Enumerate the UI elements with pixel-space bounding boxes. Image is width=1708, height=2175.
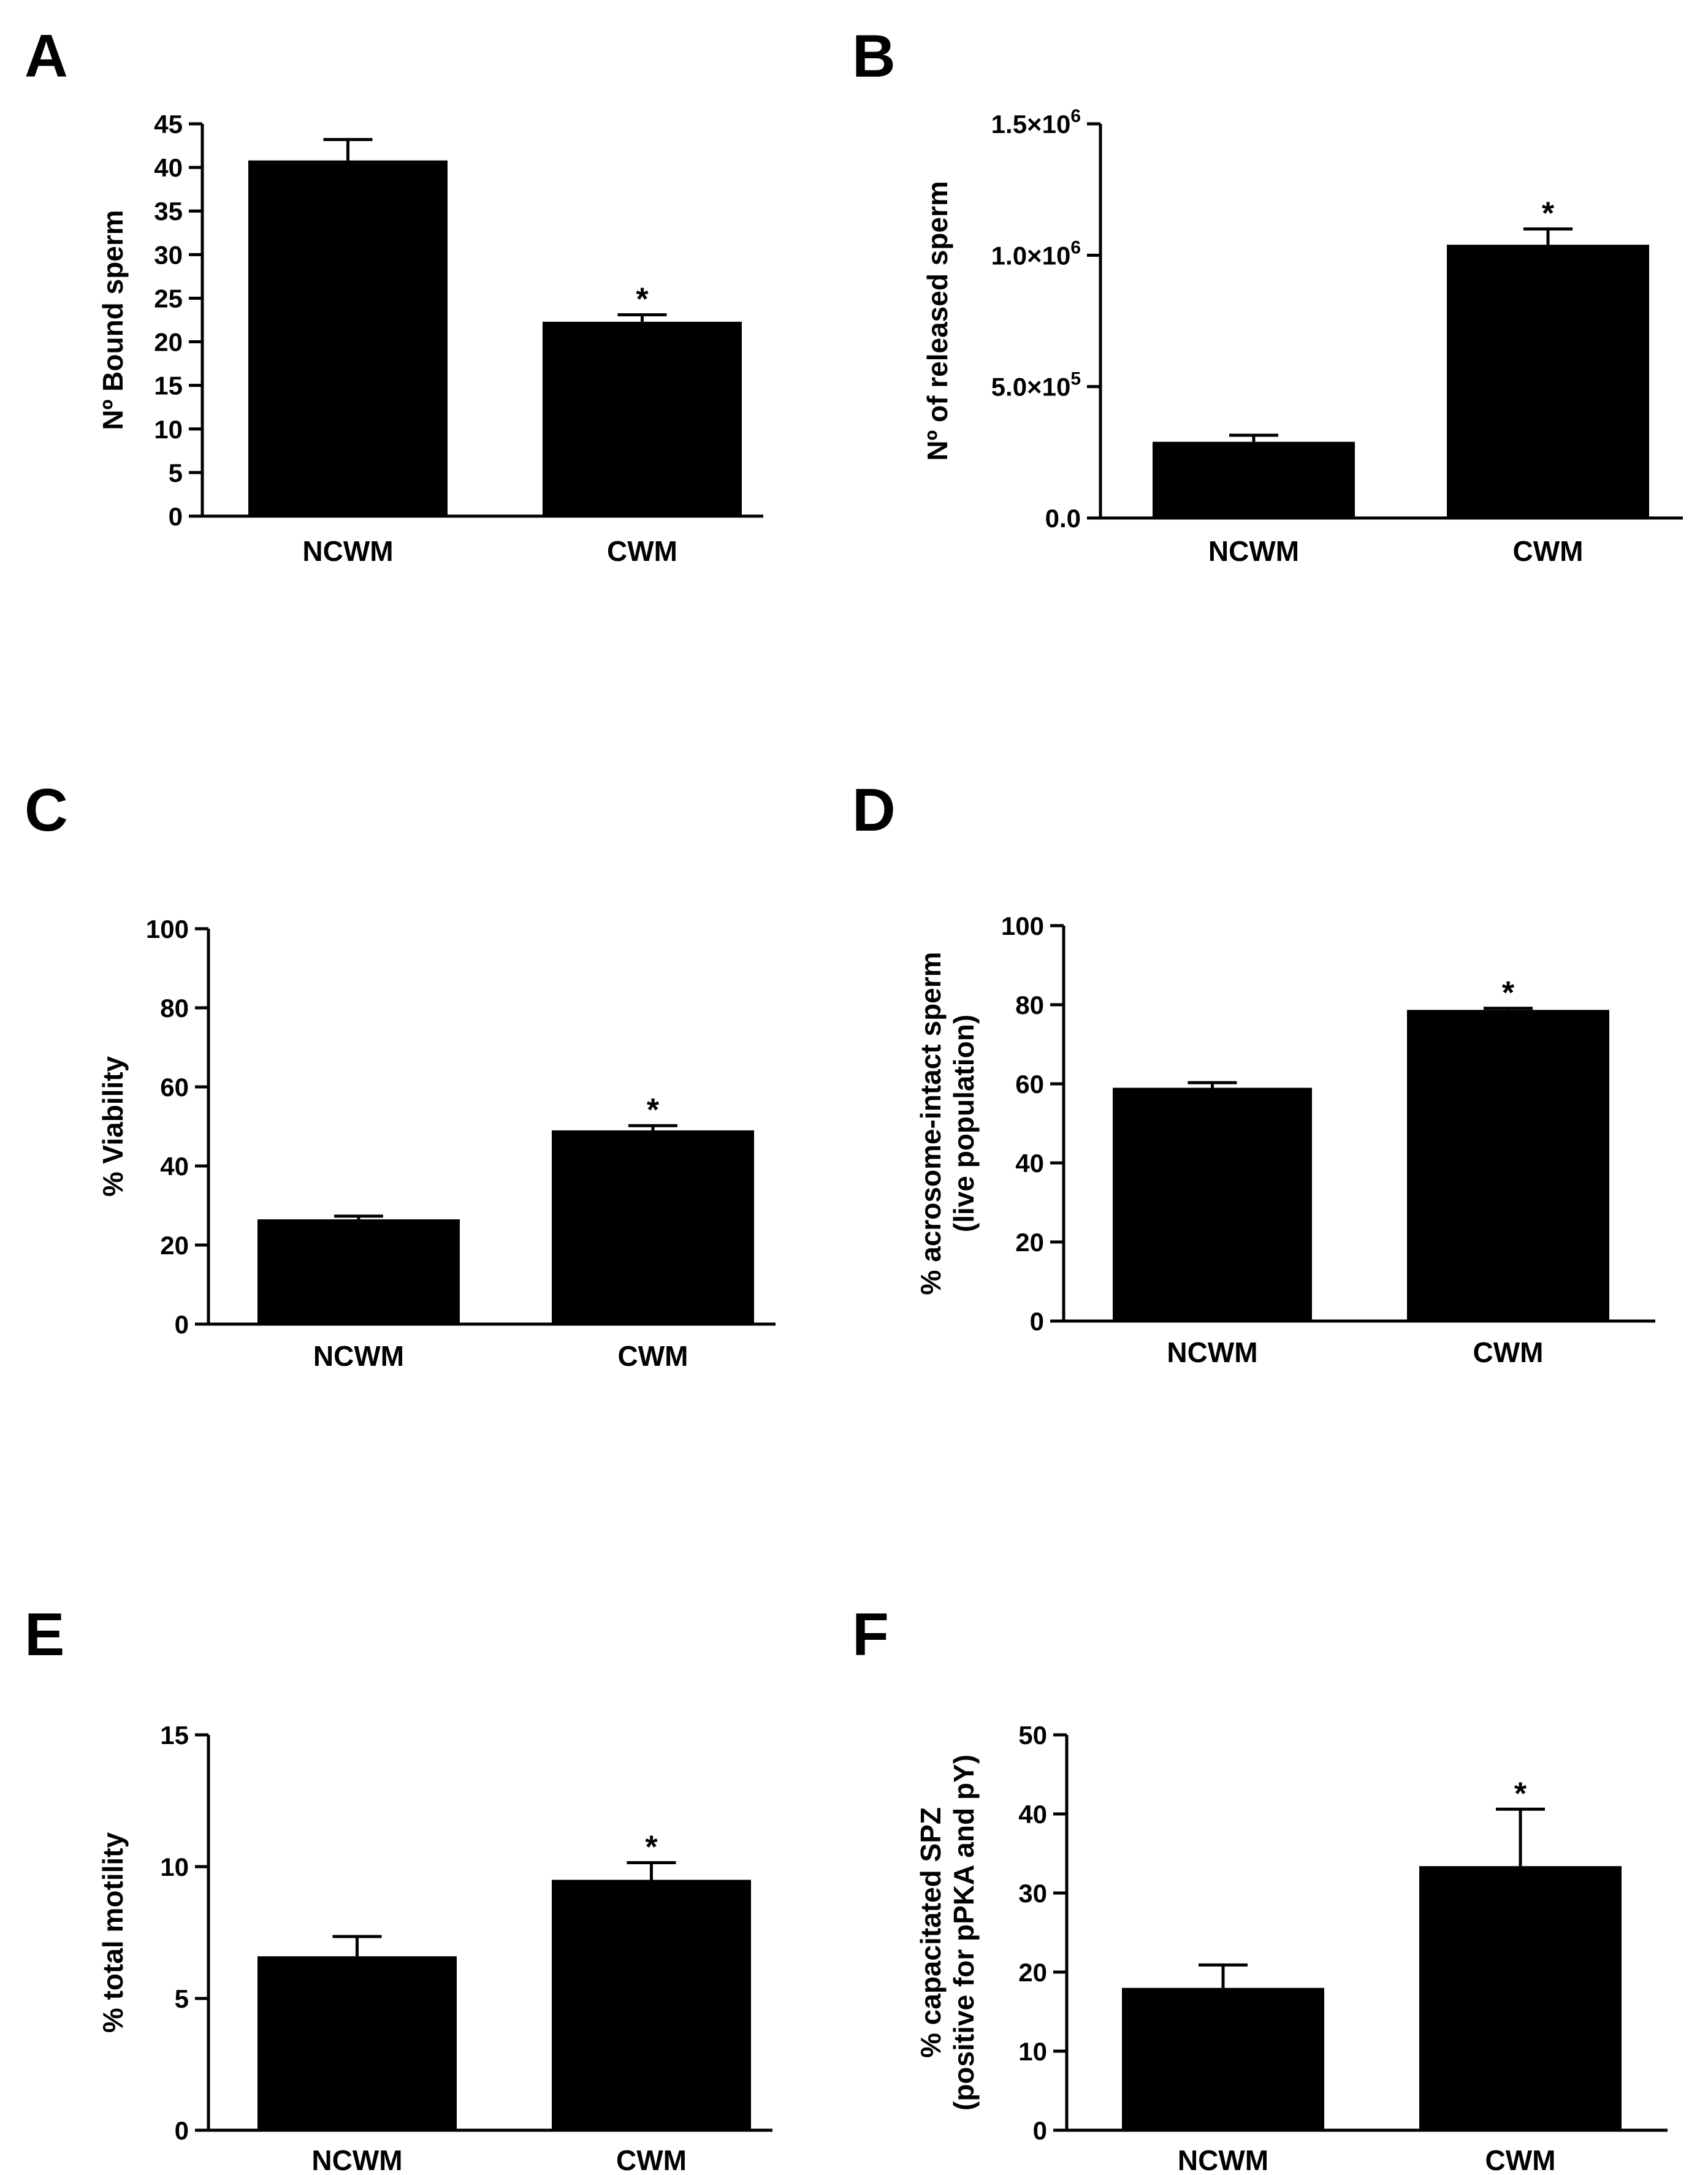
y-tick-label: 10 (160, 1853, 189, 1881)
significance-marker: * (636, 281, 649, 317)
category-label-cwm: CWM (1485, 2144, 1556, 2175)
category-label-cwm: CWM (607, 535, 677, 567)
y-tick-label: 60 (1015, 1070, 1044, 1099)
significance-marker: * (1514, 1776, 1527, 1811)
y-tick-label: 0.0 (1045, 504, 1081, 533)
bar-ncwm (257, 1956, 457, 2130)
panel-letter: D (852, 776, 896, 844)
category-label-cwm: CWM (1473, 1336, 1544, 1368)
y-tick-label: 20 (1018, 1958, 1047, 1987)
y-tick-label: 0 (175, 1310, 189, 1339)
category-label-ncwm: NCWM (302, 535, 393, 567)
bar-cwm (552, 1880, 751, 2130)
y-axis-title: % Viability (97, 1056, 129, 1197)
y-tick-label: 15 (154, 371, 183, 400)
bar-ncwm (1153, 441, 1355, 518)
significance-marker: * (1542, 196, 1555, 231)
y-tick-label: 100 (1001, 912, 1044, 940)
bar-cwm (1419, 1866, 1622, 2130)
y-tick-label: 20 (160, 1231, 189, 1260)
y-tick-label: 10 (154, 415, 183, 444)
bar-ncwm (248, 160, 448, 516)
y-tick-label: 40 (160, 1152, 189, 1181)
y-axis-title: Nº of released sperm (921, 181, 953, 461)
significance-marker: * (645, 1830, 658, 1865)
panel-letter: B (852, 22, 896, 90)
y-tick-label: 30 (1018, 1879, 1047, 1908)
y-tick-label: 20 (1015, 1228, 1044, 1257)
y-tick-label: 5 (169, 459, 183, 487)
category-label-cwm: CWM (1513, 535, 1584, 567)
y-tick-label: 25 (154, 284, 183, 313)
panel-e: E 0 5 10 15 % total motility NCWM * CWM (25, 1601, 772, 2175)
panel-f: F 0 10 20 30 40 50 % capacitated SPZ(positive f… (852, 1601, 1668, 2175)
category-label-cwm: CWM (618, 1340, 688, 1372)
panel-letter: C (25, 776, 68, 844)
y-tick-label: 1.0×106 (991, 237, 1081, 270)
y-tick-label: 0 (1030, 1307, 1044, 1336)
y-tick-label: 15 (160, 1721, 189, 1750)
y-axis-title: % total motility (97, 1832, 129, 2033)
bar-ncwm (1122, 1987, 1324, 2130)
panel-letter: E (25, 1601, 64, 1668)
panel-letter: A (25, 22, 68, 90)
panel-letter: F (852, 1601, 889, 1668)
bar-cwm (543, 321, 742, 516)
y-tick-label: 80 (1015, 991, 1044, 1019)
bar-cwm (1407, 1010, 1609, 1321)
category-label-cwm: CWM (616, 2144, 687, 2175)
y-axis-title: % acrosome-intact sperm(live population) (915, 952, 980, 1295)
panel-b: B 0.0 5.0×105 1.0×106 1.5×106 Nº of released … (852, 22, 1683, 567)
category-label-ncwm: NCWM (311, 2144, 402, 2175)
y-tick-label: 0 (169, 502, 183, 531)
y-tick-label: 5 (175, 1984, 189, 2013)
category-label-ncwm: NCWM (1178, 2144, 1268, 2175)
bar-cwm (552, 1130, 754, 1324)
y-axis-title: Nº Bound sperm (97, 210, 129, 430)
y-tick-label: 30 (154, 240, 183, 269)
y-tick-label: 100 (146, 915, 189, 943)
panel-a: A 0 5 10 15 20 25 30 35 40 45 Nº Bound sperm NCWM * CW… (25, 22, 763, 567)
y-axis-title: % capacitated SPZ(positive for pPKA and … (915, 1754, 980, 2111)
y-tick-label: 45 (154, 110, 183, 139)
y-tick-label: 60 (160, 1073, 189, 1102)
y-tick-label: 0 (1033, 2116, 1047, 2145)
panel-c: C 0 20 40 60 80 100 % Viability NCWM * CWM (25, 776, 776, 1372)
category-label-ncwm: NCWM (1208, 535, 1299, 567)
bar-ncwm (257, 1219, 460, 1324)
category-label-ncwm: NCWM (1167, 1336, 1257, 1368)
category-label-ncwm: NCWM (313, 1340, 404, 1372)
panel-d: D 0 20 40 60 80 100 % acrosome-intact sperm(liv… (852, 776, 1655, 1368)
y-tick-label: 10 (1018, 2037, 1047, 2066)
y-tick-label: 5.0×105 (991, 369, 1081, 402)
y-tick-label: 0 (175, 2116, 189, 2145)
y-tick-label: 40 (1018, 1800, 1047, 1829)
significance-marker: * (1502, 975, 1515, 1011)
y-tick-label: 40 (154, 153, 183, 182)
y-tick-label: 1.5×106 (991, 106, 1081, 139)
y-tick-label: 80 (160, 994, 189, 1023)
y-tick-label: 50 (1018, 1721, 1047, 1750)
bar-cwm (1447, 245, 1649, 518)
y-tick-label: 40 (1015, 1149, 1044, 1178)
bar-ncwm (1113, 1088, 1312, 1321)
y-tick-label: 35 (154, 197, 183, 226)
significance-marker: * (647, 1092, 660, 1128)
y-tick-label: 20 (154, 328, 183, 357)
